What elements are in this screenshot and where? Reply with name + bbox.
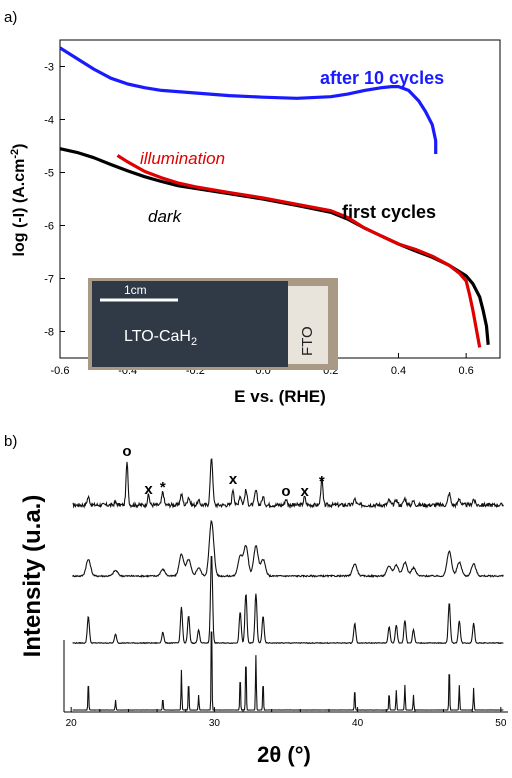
peak-marker: o <box>281 483 290 500</box>
panel-b-x-tick-label: 30 <box>209 718 221 729</box>
panel-b-traces <box>72 458 504 711</box>
panel-a-y-axis-label-sup: -2 <box>9 149 21 159</box>
annotation-dark: dark <box>148 207 183 226</box>
peak-marker: x <box>300 483 309 500</box>
annotation-first-cycles: first cycles <box>342 202 436 222</box>
annotation-illumination: illumination <box>140 149 225 168</box>
xrd-reference-pattern <box>72 631 504 711</box>
inset-fto-label: FTO <box>299 326 316 356</box>
xrd-trace-3 <box>72 556 504 645</box>
panel-a-y-ticks: -8 -7 -6 -5 -4 -3 <box>44 62 65 339</box>
inset-sample-label: LTO-CaH2 <box>124 328 197 348</box>
annotation-after-10-cycles: after 10 cycles <box>320 68 444 88</box>
panel-a-y-tick-label: -6 <box>44 221 54 233</box>
panel-b-x-ticks: 20 30 40 50 <box>66 707 507 729</box>
peak-marker: o <box>122 443 131 460</box>
panel-a-y-tick-label: -5 <box>44 168 54 180</box>
inset-scale-bar-label: 1cm <box>124 283 147 297</box>
panel-a-y-tick-label: -4 <box>44 115 54 127</box>
panel-b-x-tick-label: 20 <box>66 718 78 729</box>
panel-a-x-tick-label: 0.6 <box>459 365 474 377</box>
panel-a-y-tick-label: -7 <box>44 274 54 286</box>
panel-a-x-tick-label: -0.6 <box>51 365 70 377</box>
panel-a-y-tick-label: -3 <box>44 62 54 74</box>
panel-a-y-axis-label: log (-I) (A.cm-2) <box>9 144 28 257</box>
xrd-trace-2 <box>72 519 504 578</box>
inset-photo: 1cm LTO-CaH2 FTO <box>88 278 338 370</box>
inset-sample-label-sub: 2 <box>191 336 197 348</box>
panel-a-y-axis-label-main: log (-I) (A.cm <box>11 159 28 257</box>
panel-b-label: b) <box>4 433 17 450</box>
panel-b-x-tick-label: 40 <box>352 718 364 729</box>
panel-b-x-axis-label: 2θ (°) <box>257 742 311 767</box>
panel-a-x-tick-label: 0.4 <box>391 365 406 377</box>
panel-a-plot: -0.6 -0.4 -0.2 0.0 0.2 0.4 0.6 -8-7-6-5-4-3 1c… <box>9 39 501 406</box>
panel-b-plot: ox * xo x* 20 30 40 50 2θ (°) Intensity (u.a.) <box>19 443 508 767</box>
panel-b-x-tick-label: 50 <box>495 718 507 729</box>
peak-marker: * <box>160 479 166 496</box>
peak-marker: x <box>229 471 238 488</box>
panel-a-x-axis-label: E vs. (RHE) <box>234 387 326 406</box>
panel-a-label: a) <box>4 9 17 26</box>
series-line-after-10-cycles <box>59 46 438 154</box>
peak-marker: x <box>144 481 153 498</box>
panel-a-series <box>59 46 490 348</box>
series-line-illumination <box>116 154 482 348</box>
panel-b-y-axis-label: Intensity (u.a.) <box>19 495 46 658</box>
panel-a-y-tick-label: -8 <box>44 327 54 339</box>
panel-a-y-axis-label-end: ) <box>11 144 28 149</box>
inset-sample-label-main: LTO-CaH <box>124 328 191 345</box>
inset-fto-region <box>288 286 328 364</box>
xrd-trace-after-cycling <box>72 458 504 509</box>
panel-b-peak-markers: ox * xo x* <box>122 443 324 500</box>
inset-sample-plate <box>92 281 288 367</box>
peak-marker: * <box>319 473 325 490</box>
